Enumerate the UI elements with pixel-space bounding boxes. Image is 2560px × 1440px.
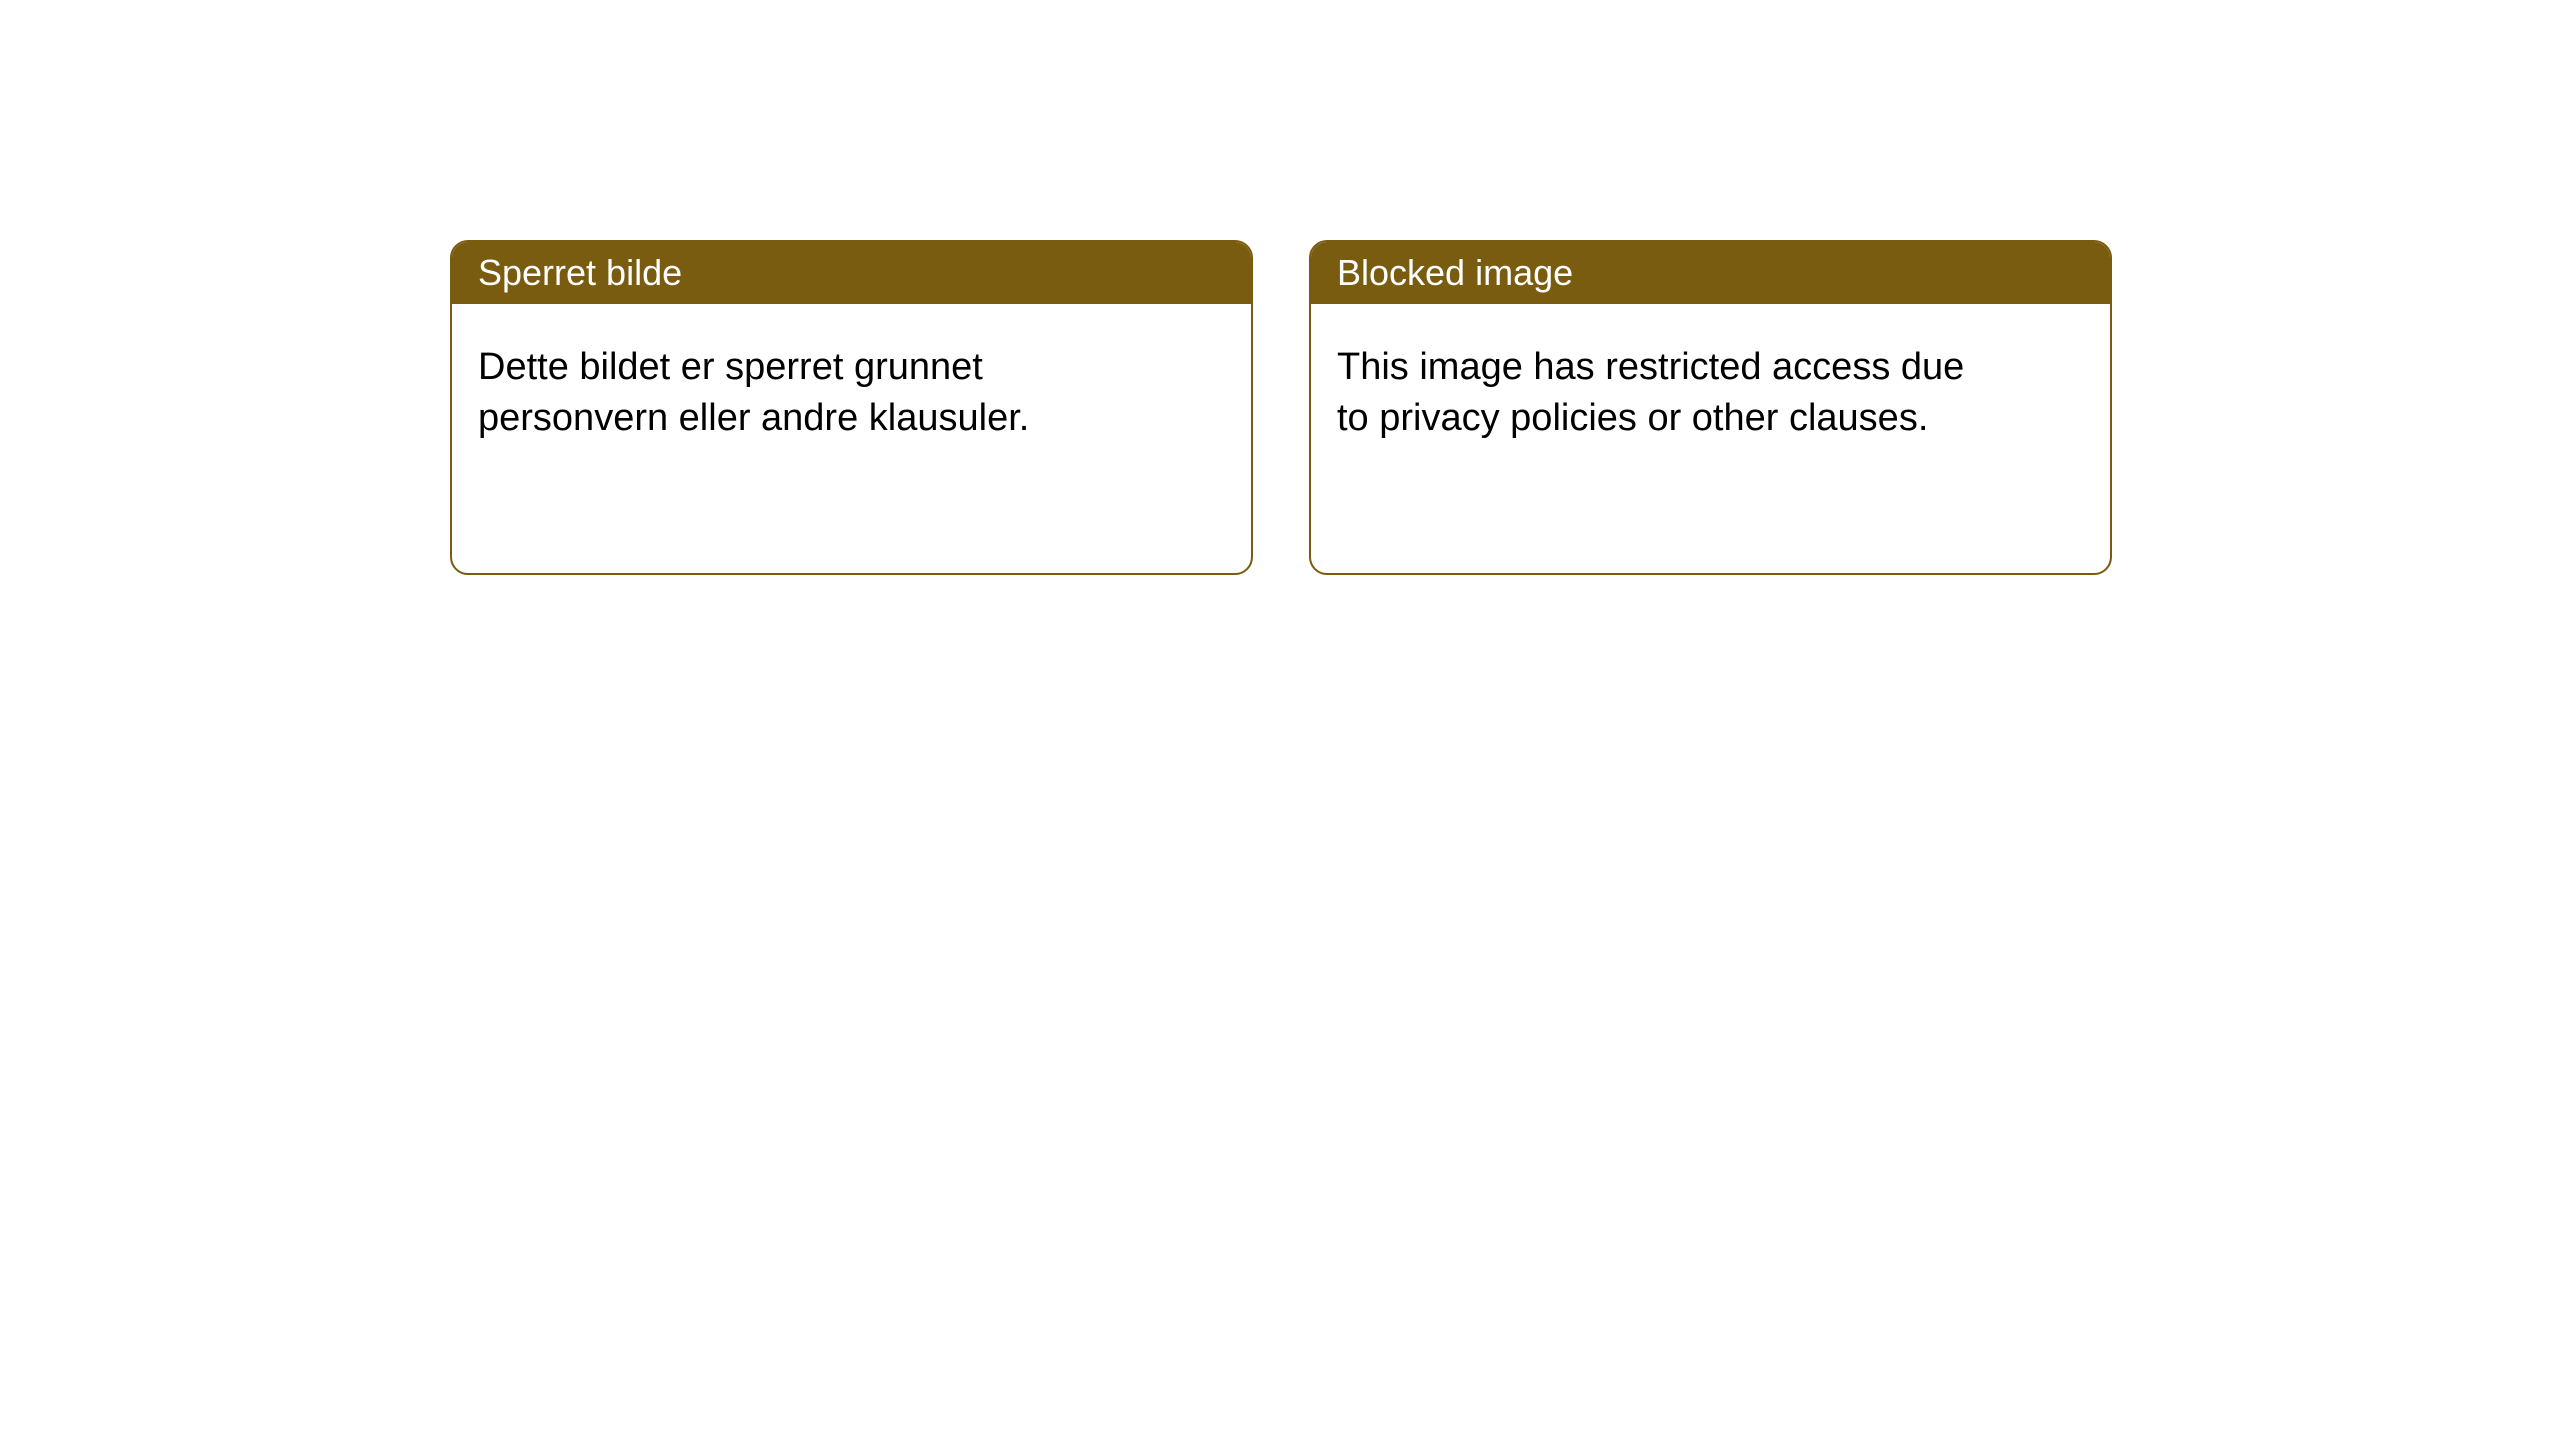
notice-card-english: Blocked image This image has restricted … [1309,240,2112,575]
notice-card-row: Sperret bilde Dette bildet er sperret gr… [450,240,2112,575]
card-body-text: Dette bildet er sperret grunnet personve… [452,304,1152,483]
notice-card-norwegian: Sperret bilde Dette bildet er sperret gr… [450,240,1253,575]
card-title: Blocked image [1311,242,2110,304]
card-body-text: This image has restricted access due to … [1311,304,2011,483]
card-title: Sperret bilde [452,242,1251,304]
